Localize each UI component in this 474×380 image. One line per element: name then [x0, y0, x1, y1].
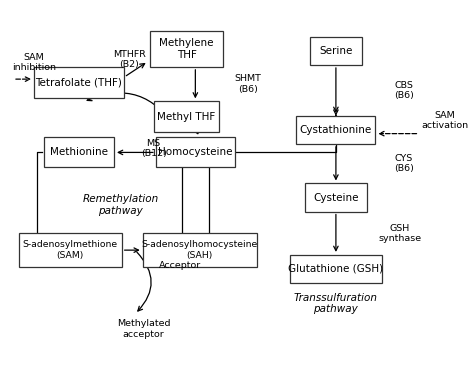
FancyBboxPatch shape: [290, 255, 382, 283]
FancyBboxPatch shape: [305, 184, 367, 212]
Text: Methylene
THF: Methylene THF: [159, 38, 214, 60]
Text: GSH
synthase: GSH synthase: [378, 223, 421, 243]
Text: CYS
(B6): CYS (B6): [394, 154, 414, 173]
Text: Methyl THF: Methyl THF: [157, 112, 216, 122]
Text: Cystathionine: Cystathionine: [300, 125, 372, 135]
FancyBboxPatch shape: [143, 233, 257, 267]
Text: S-adenosylmethione
(SAM): S-adenosylmethione (SAM): [23, 240, 118, 260]
Text: Glutathione (GSH): Glutathione (GSH): [288, 264, 383, 274]
Text: SHMT
(B6): SHMT (B6): [235, 74, 262, 94]
Text: SAM
inhibition: SAM inhibition: [12, 52, 56, 72]
Text: MS
(B12): MS (B12): [141, 139, 166, 158]
FancyBboxPatch shape: [310, 37, 362, 65]
Text: S-adenosylhomocysteine
(SAH): S-adenosylhomocysteine (SAH): [142, 240, 258, 260]
Text: Methylated
acceptor: Methylated acceptor: [117, 319, 171, 339]
Text: Homocysteine: Homocysteine: [158, 147, 233, 157]
Text: Remethylation
pathway: Remethylation pathway: [82, 194, 159, 216]
FancyBboxPatch shape: [150, 31, 223, 67]
Text: MTHFR
(B2): MTHFR (B2): [113, 49, 146, 69]
Text: Serine: Serine: [319, 46, 353, 56]
Text: Acceptor: Acceptor: [159, 261, 201, 270]
FancyBboxPatch shape: [44, 138, 114, 168]
FancyBboxPatch shape: [154, 101, 219, 132]
Text: Cysteine: Cysteine: [313, 193, 359, 203]
FancyBboxPatch shape: [156, 138, 235, 168]
FancyBboxPatch shape: [34, 68, 124, 98]
Text: CBS
(B6): CBS (B6): [394, 81, 414, 100]
Text: Transsulfuration
pathway: Transsulfuration pathway: [294, 293, 378, 315]
FancyBboxPatch shape: [296, 116, 375, 144]
Text: SAM
activation: SAM activation: [421, 111, 469, 130]
FancyBboxPatch shape: [18, 233, 122, 267]
Text: Tetrafolate (THF): Tetrafolate (THF): [36, 78, 122, 88]
Text: Methionine: Methionine: [50, 147, 108, 157]
